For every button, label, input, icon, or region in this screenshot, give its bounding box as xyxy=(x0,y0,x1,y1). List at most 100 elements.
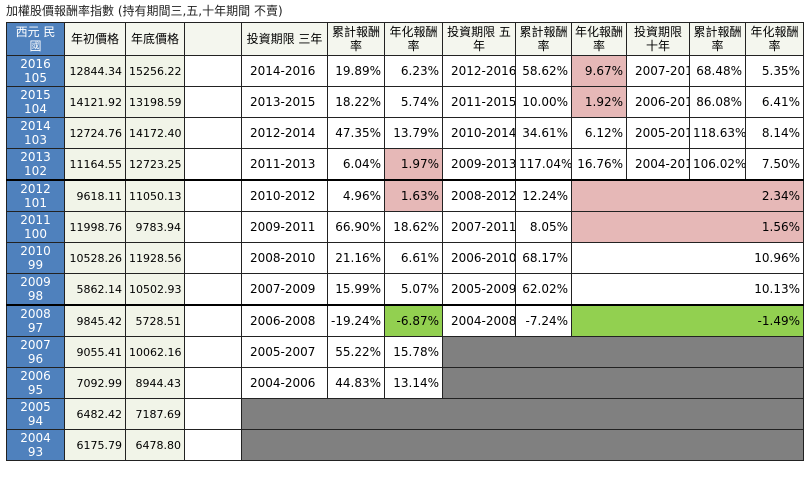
year-ad: 2011 xyxy=(20,213,51,227)
page-title: 加權股價報酬率指數 (持有期間三,五,十年期間 不賣) xyxy=(6,4,283,18)
open-price-cell: 12844.34 xyxy=(64,55,126,87)
close-price-cell: 10062.16 xyxy=(125,336,185,368)
ann-3y-cell: 15.78% xyxy=(384,336,443,368)
returns-table: 西元 民國 年初價格 年底價格 投資期限 三年 累計報酬率 年化報酬率 投資期限… xyxy=(6,22,804,461)
spacer-cell xyxy=(184,86,242,118)
close-price-cell: 7187.69 xyxy=(125,398,185,430)
ann-3y-cell: 6.23% xyxy=(384,55,443,87)
ann-3y-cell: 1.97% xyxy=(384,148,443,181)
cum-3y-cell: 47.35% xyxy=(327,117,385,149)
header-cum-5y: 累計報酬率 xyxy=(515,22,572,56)
open-price-cell: 9055.41 xyxy=(64,336,126,368)
header-period-3y: 投資期限 三年 xyxy=(241,22,328,56)
year-cell: 2006 95 xyxy=(6,367,65,399)
header-row: 西元 民國 年初價格 年底價格 投資期限 三年 累計報酬率 年化報酬率 投資期限… xyxy=(6,22,804,56)
ann-10y-cell: 5.35% xyxy=(745,55,804,87)
table-row: 2012 101 9618.11 11050.13 2010-2012 4.96% 1.63… xyxy=(6,179,804,212)
year-roc: 100 xyxy=(24,227,47,241)
period-5y-cell: 2005-2009 xyxy=(442,273,516,306)
year-ad: 2007 xyxy=(20,338,51,352)
period-3y-cell: 2009-2011 xyxy=(241,211,328,243)
cum-3y-cell: 18.22% xyxy=(327,86,385,118)
year-ad: 2016 xyxy=(20,57,51,71)
cum-5y-cell: 68.17% xyxy=(515,242,572,274)
table-row: 2013 102 11164.55 12723.25 2011-2013 6.04% 1.9… xyxy=(6,148,804,181)
year-ad: 2008 xyxy=(20,307,51,321)
period-5y-cell: 2012-2016 xyxy=(442,55,516,87)
header-cum-3y: 累計報酬率 xyxy=(327,22,385,56)
header-year: 西元 民國 xyxy=(6,22,65,56)
close-price-cell: 5728.51 xyxy=(125,304,185,337)
table-row: 2007 96 9055.41 10062.16 2005-2007 55.22% 15.7… xyxy=(6,336,804,368)
year-ad: 2005 xyxy=(20,400,51,414)
year-roc: 95 xyxy=(27,383,44,397)
year-roc: 93 xyxy=(27,445,44,459)
ann-5y-cell: 16.76% xyxy=(571,148,627,181)
open-price-cell: 9845.42 xyxy=(64,304,126,337)
year-roc: 98 xyxy=(27,289,44,303)
spacer-cell xyxy=(184,148,242,181)
period-10y-cell: 2005-2014 xyxy=(626,117,690,149)
ann-3y-cell: -6.87% xyxy=(384,304,443,337)
period-5y-cell: 2011-2015 xyxy=(442,86,516,118)
year-cell: 2007 96 xyxy=(6,336,65,368)
header-ann-10y: 年化報酬率 xyxy=(745,22,804,56)
close-price-cell: 10502.93 xyxy=(125,273,185,306)
year-ad: 2009 xyxy=(20,275,51,289)
period-3y-cell: 2008-2010 xyxy=(241,242,328,274)
period-3y-cell: 2006-2008 xyxy=(241,304,328,337)
spacer-cell xyxy=(184,117,242,149)
header-close-price: 年底價格 xyxy=(125,22,185,56)
year-ad: 2010 xyxy=(20,244,51,258)
ann-5y-cell: 2.34% xyxy=(571,179,804,212)
cum-5y-cell: 62.02% xyxy=(515,273,572,306)
period-3y-cell: 2007-2009 xyxy=(241,273,328,306)
open-price-cell: 5862.14 xyxy=(64,273,126,306)
spacer-cell xyxy=(184,55,242,87)
year-roc: 102 xyxy=(24,164,47,178)
cum-10y-cell: 118.63% xyxy=(689,117,746,149)
year-cell: 2016 105 xyxy=(6,55,65,87)
cum-5y-cell: 12.24% xyxy=(515,179,572,212)
spacer-cell xyxy=(184,429,242,461)
cum-3y-cell: -19.24% xyxy=(327,304,385,337)
cum-5y-cell: 117.04% xyxy=(515,148,572,181)
open-price-cell: 12724.76 xyxy=(64,117,126,149)
ann-5y-cell: 10.96% xyxy=(571,242,804,274)
close-price-cell: 12723.25 xyxy=(125,148,185,181)
year-roc: 96 xyxy=(27,352,44,366)
year-roc: 105 xyxy=(24,71,47,85)
period-3y-cell: 2011-2013 xyxy=(241,148,328,181)
table-row: 2014 103 12724.76 14172.40 2012-2014 47.35% 13… xyxy=(6,117,804,149)
close-price-cell: 14172.40 xyxy=(125,117,185,149)
empty-area xyxy=(442,336,804,368)
close-price-cell: 15256.22 xyxy=(125,55,185,87)
close-price-cell: 11928.56 xyxy=(125,242,185,274)
year-ad: 2012 xyxy=(20,182,51,196)
ann-3y-cell: 5.74% xyxy=(384,86,443,118)
empty-area xyxy=(241,398,804,430)
header-open-price: 年初價格 xyxy=(64,22,126,56)
cum-10y-cell: 68.48% xyxy=(689,55,746,87)
empty-area xyxy=(241,429,804,461)
year-cell: 2011 100 xyxy=(6,211,65,243)
cum-3y-cell: 15.99% xyxy=(327,273,385,306)
period-3y-cell: 2013-2015 xyxy=(241,86,328,118)
year-ad: 2015 xyxy=(20,88,51,102)
ann-3y-cell: 13.14% xyxy=(384,367,443,399)
year-cell: 2005 94 xyxy=(6,398,65,430)
year-cell: 2008 97 xyxy=(6,304,65,337)
header-period-10y: 投資期限 十年 xyxy=(626,22,690,56)
year-roc: 94 xyxy=(27,414,44,428)
year-cell: 2013 102 xyxy=(6,148,65,181)
cum-3y-cell: 4.96% xyxy=(327,179,385,212)
spacer-cell xyxy=(184,336,242,368)
ann-3y-cell: 5.07% xyxy=(384,273,443,306)
close-price-cell: 8944.43 xyxy=(125,367,185,399)
close-price-cell: 13198.59 xyxy=(125,86,185,118)
ann-3y-cell: 1.63% xyxy=(384,179,443,212)
table-row: 2008 97 9845.42 5728.51 2006-2008 -19.24% -6.8… xyxy=(6,304,804,337)
period-3y-cell: 2012-2014 xyxy=(241,117,328,149)
open-price-cell: 6482.42 xyxy=(64,398,126,430)
year-ad: 2004 xyxy=(20,431,51,445)
